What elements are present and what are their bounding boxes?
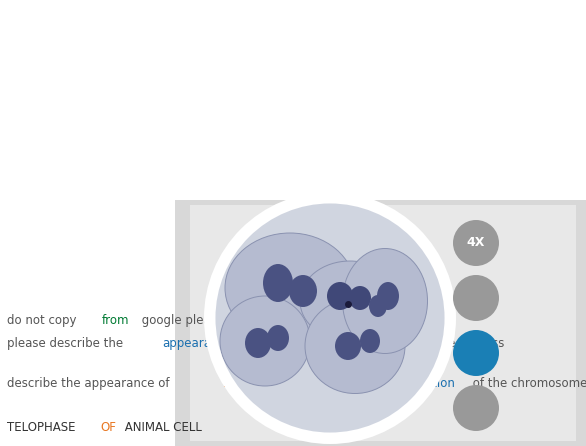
- Text: google please: google please: [138, 314, 224, 327]
- Ellipse shape: [369, 295, 387, 317]
- Bar: [190, 205, 576, 441]
- Ellipse shape: [360, 329, 380, 353]
- Circle shape: [453, 220, 499, 266]
- Text: location: location: [408, 377, 455, 390]
- Circle shape: [453, 275, 499, 321]
- Ellipse shape: [335, 332, 361, 360]
- Text: describe the appearance of: describe the appearance of: [7, 377, 173, 390]
- Ellipse shape: [305, 298, 405, 393]
- Circle shape: [212, 200, 448, 436]
- Text: from: from: [102, 314, 130, 327]
- Text: TELOPHASE: TELOPHASE: [7, 421, 79, 434]
- Text: ,: ,: [257, 377, 264, 390]
- Text: location: location: [292, 337, 339, 350]
- Circle shape: [453, 385, 499, 431]
- Ellipse shape: [327, 282, 353, 310]
- Text: and: and: [370, 377, 400, 390]
- Ellipse shape: [377, 282, 399, 310]
- Ellipse shape: [267, 325, 289, 351]
- Text: appearance: appearance: [163, 337, 233, 350]
- Text: OF: OF: [101, 421, 117, 434]
- Circle shape: [215, 203, 445, 433]
- Text: of the chromosomes: of the chromosomes: [469, 377, 586, 390]
- Text: do not copy: do not copy: [7, 314, 80, 327]
- Ellipse shape: [245, 328, 271, 358]
- Ellipse shape: [220, 296, 310, 386]
- Ellipse shape: [225, 233, 355, 343]
- Text: , do not state the process: , do not state the process: [353, 337, 505, 350]
- Ellipse shape: [342, 248, 428, 354]
- Circle shape: [453, 330, 499, 376]
- Ellipse shape: [349, 286, 371, 310]
- Text: and: and: [254, 337, 284, 350]
- Ellipse shape: [263, 264, 293, 302]
- Ellipse shape: [300, 261, 400, 341]
- Ellipse shape: [289, 275, 317, 307]
- Text: DNA: DNA: [223, 377, 249, 390]
- Text: spindle fibers: spindle fibers: [266, 377, 346, 390]
- Text: ANIMAL CELL: ANIMAL CELL: [121, 421, 202, 434]
- Circle shape: [204, 192, 456, 444]
- Text: 4X: 4X: [467, 236, 485, 249]
- Bar: [175, 200, 586, 446]
- Text: please describe the: please describe the: [7, 337, 127, 350]
